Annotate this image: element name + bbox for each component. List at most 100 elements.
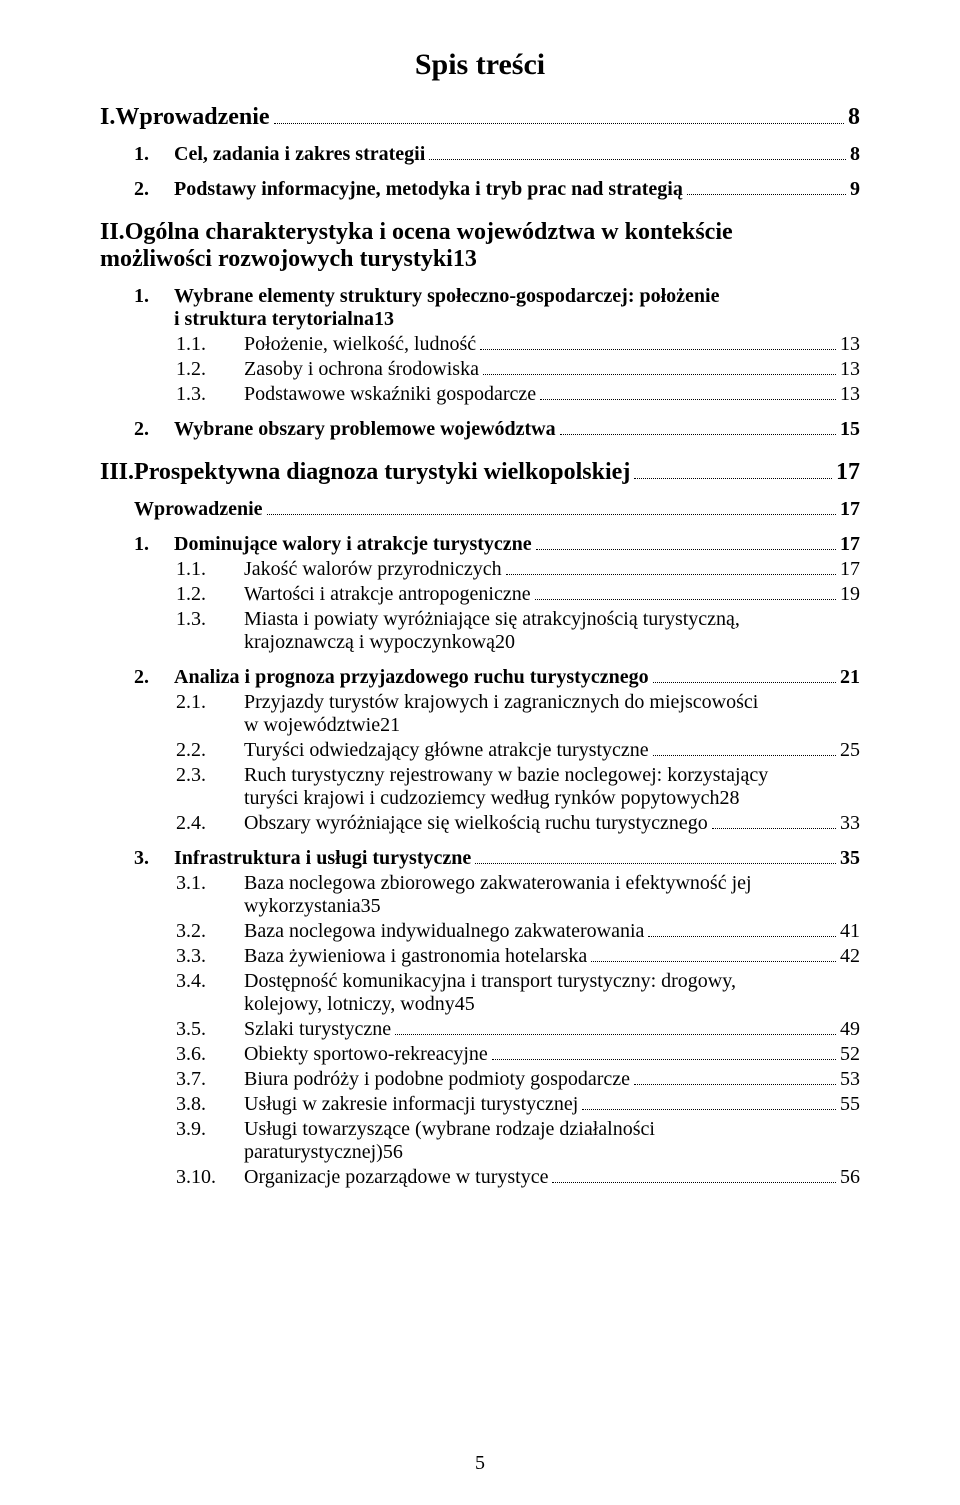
- subsection-row: 3.10.Organizacje pozarządowe w turystyce…: [176, 1166, 860, 1189]
- page-ref: 52: [840, 1043, 860, 1066]
- page-ref: 19: [840, 583, 860, 606]
- leader-dots: [535, 599, 836, 600]
- subsection-number: 3.2.: [176, 920, 244, 943]
- leader-dots: [506, 574, 836, 575]
- page-ref: 20: [495, 631, 515, 654]
- subsection-number: 1.1.: [176, 333, 244, 356]
- subsection-title: Położenie, wielkość, ludność: [244, 333, 476, 355]
- page-title: Spis treści: [100, 48, 860, 82]
- subsection-title: Szlaki turystyczne: [244, 1018, 391, 1040]
- subsection-row: 3.3.Baza żywieniowa i gastronomia hotela…: [176, 945, 860, 968]
- section-row: 2.Analiza i prognoza przyjazdowego ruchu…: [134, 666, 860, 689]
- subsection-title-line2: paraturystycznej): [244, 1141, 383, 1164]
- chapter-title: Prospektywna diagnoza turystyki wielkopo…: [134, 459, 630, 485]
- leader-dots: [712, 828, 836, 829]
- subsection-row: 2.3.Ruch turystyczny rejestrowany w bazi…: [176, 764, 860, 810]
- subsection-row: 2.2.Turyści odwiedzający główne atrakcje…: [176, 739, 860, 762]
- section-row: 1.Dominujące walory i atrakcje turystycz…: [134, 533, 860, 556]
- leader-dots: [552, 1182, 836, 1183]
- leader-dots: [687, 194, 846, 195]
- section-title-line1: Wybrane elementy struktury społeczno-gos…: [174, 285, 719, 307]
- subsection-title-line1: Usługi towarzyszące (wybrane rodzaje dzi…: [244, 1118, 860, 1141]
- leader-dots: [540, 399, 836, 400]
- chapter-prefix: II.: [100, 219, 125, 245]
- page-ref: 56: [383, 1141, 403, 1164]
- subsection-row: 3.7.Biura podróży i podobne podmioty gos…: [176, 1068, 860, 1091]
- subsection-number: 2.2.: [176, 739, 244, 762]
- subsection-title: Obszary wyróżniające się wielkością ruch…: [244, 812, 708, 834]
- subsection-number: 3.7.: [176, 1068, 244, 1091]
- page-ref: 25: [840, 739, 860, 762]
- page-ref: 33: [840, 812, 860, 835]
- page-ref: 35: [361, 895, 381, 918]
- subsection-row: 1.1.Położenie, wielkość, ludność 13: [176, 333, 860, 356]
- section-number: 1.: [134, 533, 174, 556]
- chapter-row: III.Prospektywna diagnoza turystyki wiel…: [100, 459, 860, 486]
- page-ref: 21: [840, 666, 860, 689]
- subsection-number: 1.3.: [176, 383, 244, 406]
- chapter-row: II.Ogólna charakterystyka i ocena wojewó…: [100, 219, 860, 273]
- section-number: 3.: [134, 847, 174, 870]
- subsection-row: 1.2.Zasoby i ochrona środowiska13: [176, 358, 860, 381]
- section-title-line2: i struktura terytorialna: [174, 308, 374, 331]
- subsection-row: 2.1.Przyjazdy turystów krajowych i zagra…: [176, 691, 860, 737]
- section-number: 2.: [134, 418, 174, 441]
- leader-dots: [634, 1084, 836, 1085]
- subsection-row: 3.1.Baza noclegowa zbiorowego zakwaterow…: [176, 872, 860, 918]
- page-ref: 13: [840, 383, 860, 406]
- subsection-title-line1: Baza noclegowa zbiorowego zakwaterowania…: [244, 872, 860, 895]
- subsection-number: 3.3.: [176, 945, 244, 968]
- subsection-row: 3.5.Szlaki turystyczne49: [176, 1018, 860, 1041]
- subsection-title: Podstawowe wskaźniki gospodarcze: [244, 383, 536, 405]
- section-row: 1.Wybrane elementy struktury społeczno-g…: [134, 285, 860, 331]
- section-number: 2.: [134, 666, 174, 689]
- section-title: Analiza i prognoza przyjazdowego ruchu t…: [174, 666, 649, 688]
- subsection-number: 1.3.: [176, 608, 244, 631]
- leader-dots: [653, 755, 836, 756]
- subsection-title: Organizacje pozarządowe w turystyce: [244, 1166, 548, 1188]
- subsection-title: Zasoby i ochrona środowiska: [244, 358, 479, 380]
- section-number: 1.: [134, 285, 174, 308]
- page-ref: 13: [453, 246, 477, 273]
- subsection-number: 3.9.: [176, 1118, 244, 1141]
- section-row: Wprowadzenie 17: [134, 498, 860, 521]
- toc-page: Spis treści I.Wprowadzenie 8 1.Cel, zada…: [0, 0, 960, 1505]
- subsection-title: Obiekty sportowo-rekreacyjne: [244, 1043, 488, 1065]
- page-ref: 28: [719, 787, 739, 810]
- subsection-number: 1.2.: [176, 358, 244, 381]
- subsection-number: 1.2.: [176, 583, 244, 606]
- leader-dots: [274, 123, 844, 124]
- subsection-number: 2.4.: [176, 812, 244, 835]
- leader-dots: [591, 961, 836, 962]
- section-title: Dominujące walory i atrakcje turystyczne: [174, 533, 532, 555]
- leader-dots: [648, 936, 836, 937]
- page-ref: 13: [374, 308, 394, 331]
- section-row: 2.Wybrane obszary problemowe województwa…: [134, 418, 860, 441]
- chapter-prefix: I.: [100, 104, 115, 130]
- subsection-title-line2: wykorzystania: [244, 895, 361, 918]
- page-ref: 17: [836, 459, 860, 486]
- page-ref: 53: [840, 1068, 860, 1091]
- subsection-number: 3.6.: [176, 1043, 244, 1066]
- section-title: Wybrane obszary problemowe województwa: [174, 418, 556, 440]
- page-ref: 35: [840, 847, 860, 870]
- page-ref: 41: [840, 920, 860, 943]
- page-ref: 9: [850, 178, 860, 201]
- section-row: 1.Cel, zadania i zakres strategii 8: [134, 143, 860, 166]
- leader-dots: [492, 1059, 836, 1060]
- page-ref: 17: [840, 533, 860, 556]
- subsection-title: Wartości i atrakcje antropogeniczne: [244, 583, 531, 605]
- subsection-title-line1: Przyjazdy turystów krajowych i zagranicz…: [244, 691, 860, 714]
- page-number: 5: [0, 1452, 960, 1475]
- chapter-title-line2: możliwości rozwojowych turystyki: [100, 246, 453, 273]
- subsection-title-line2: krajoznawczą i wypoczynkową: [244, 631, 495, 654]
- subsection-title: Baza noclegowa indywidualnego zakwaterow…: [244, 920, 644, 942]
- subsection-title-line2: w województwie: [244, 714, 380, 737]
- subsection-number: 1.1.: [176, 558, 244, 581]
- leader-dots: [582, 1109, 836, 1110]
- section-row: 3.Infrastruktura i usługi turystyczne 35: [134, 847, 860, 870]
- subsection-number: 3.4.: [176, 970, 244, 993]
- section-title: Infrastruktura i usługi turystyczne: [174, 847, 471, 869]
- page-ref: 13: [840, 333, 860, 356]
- subsection-title: Baza żywieniowa i gastronomia hotelarska: [244, 945, 587, 967]
